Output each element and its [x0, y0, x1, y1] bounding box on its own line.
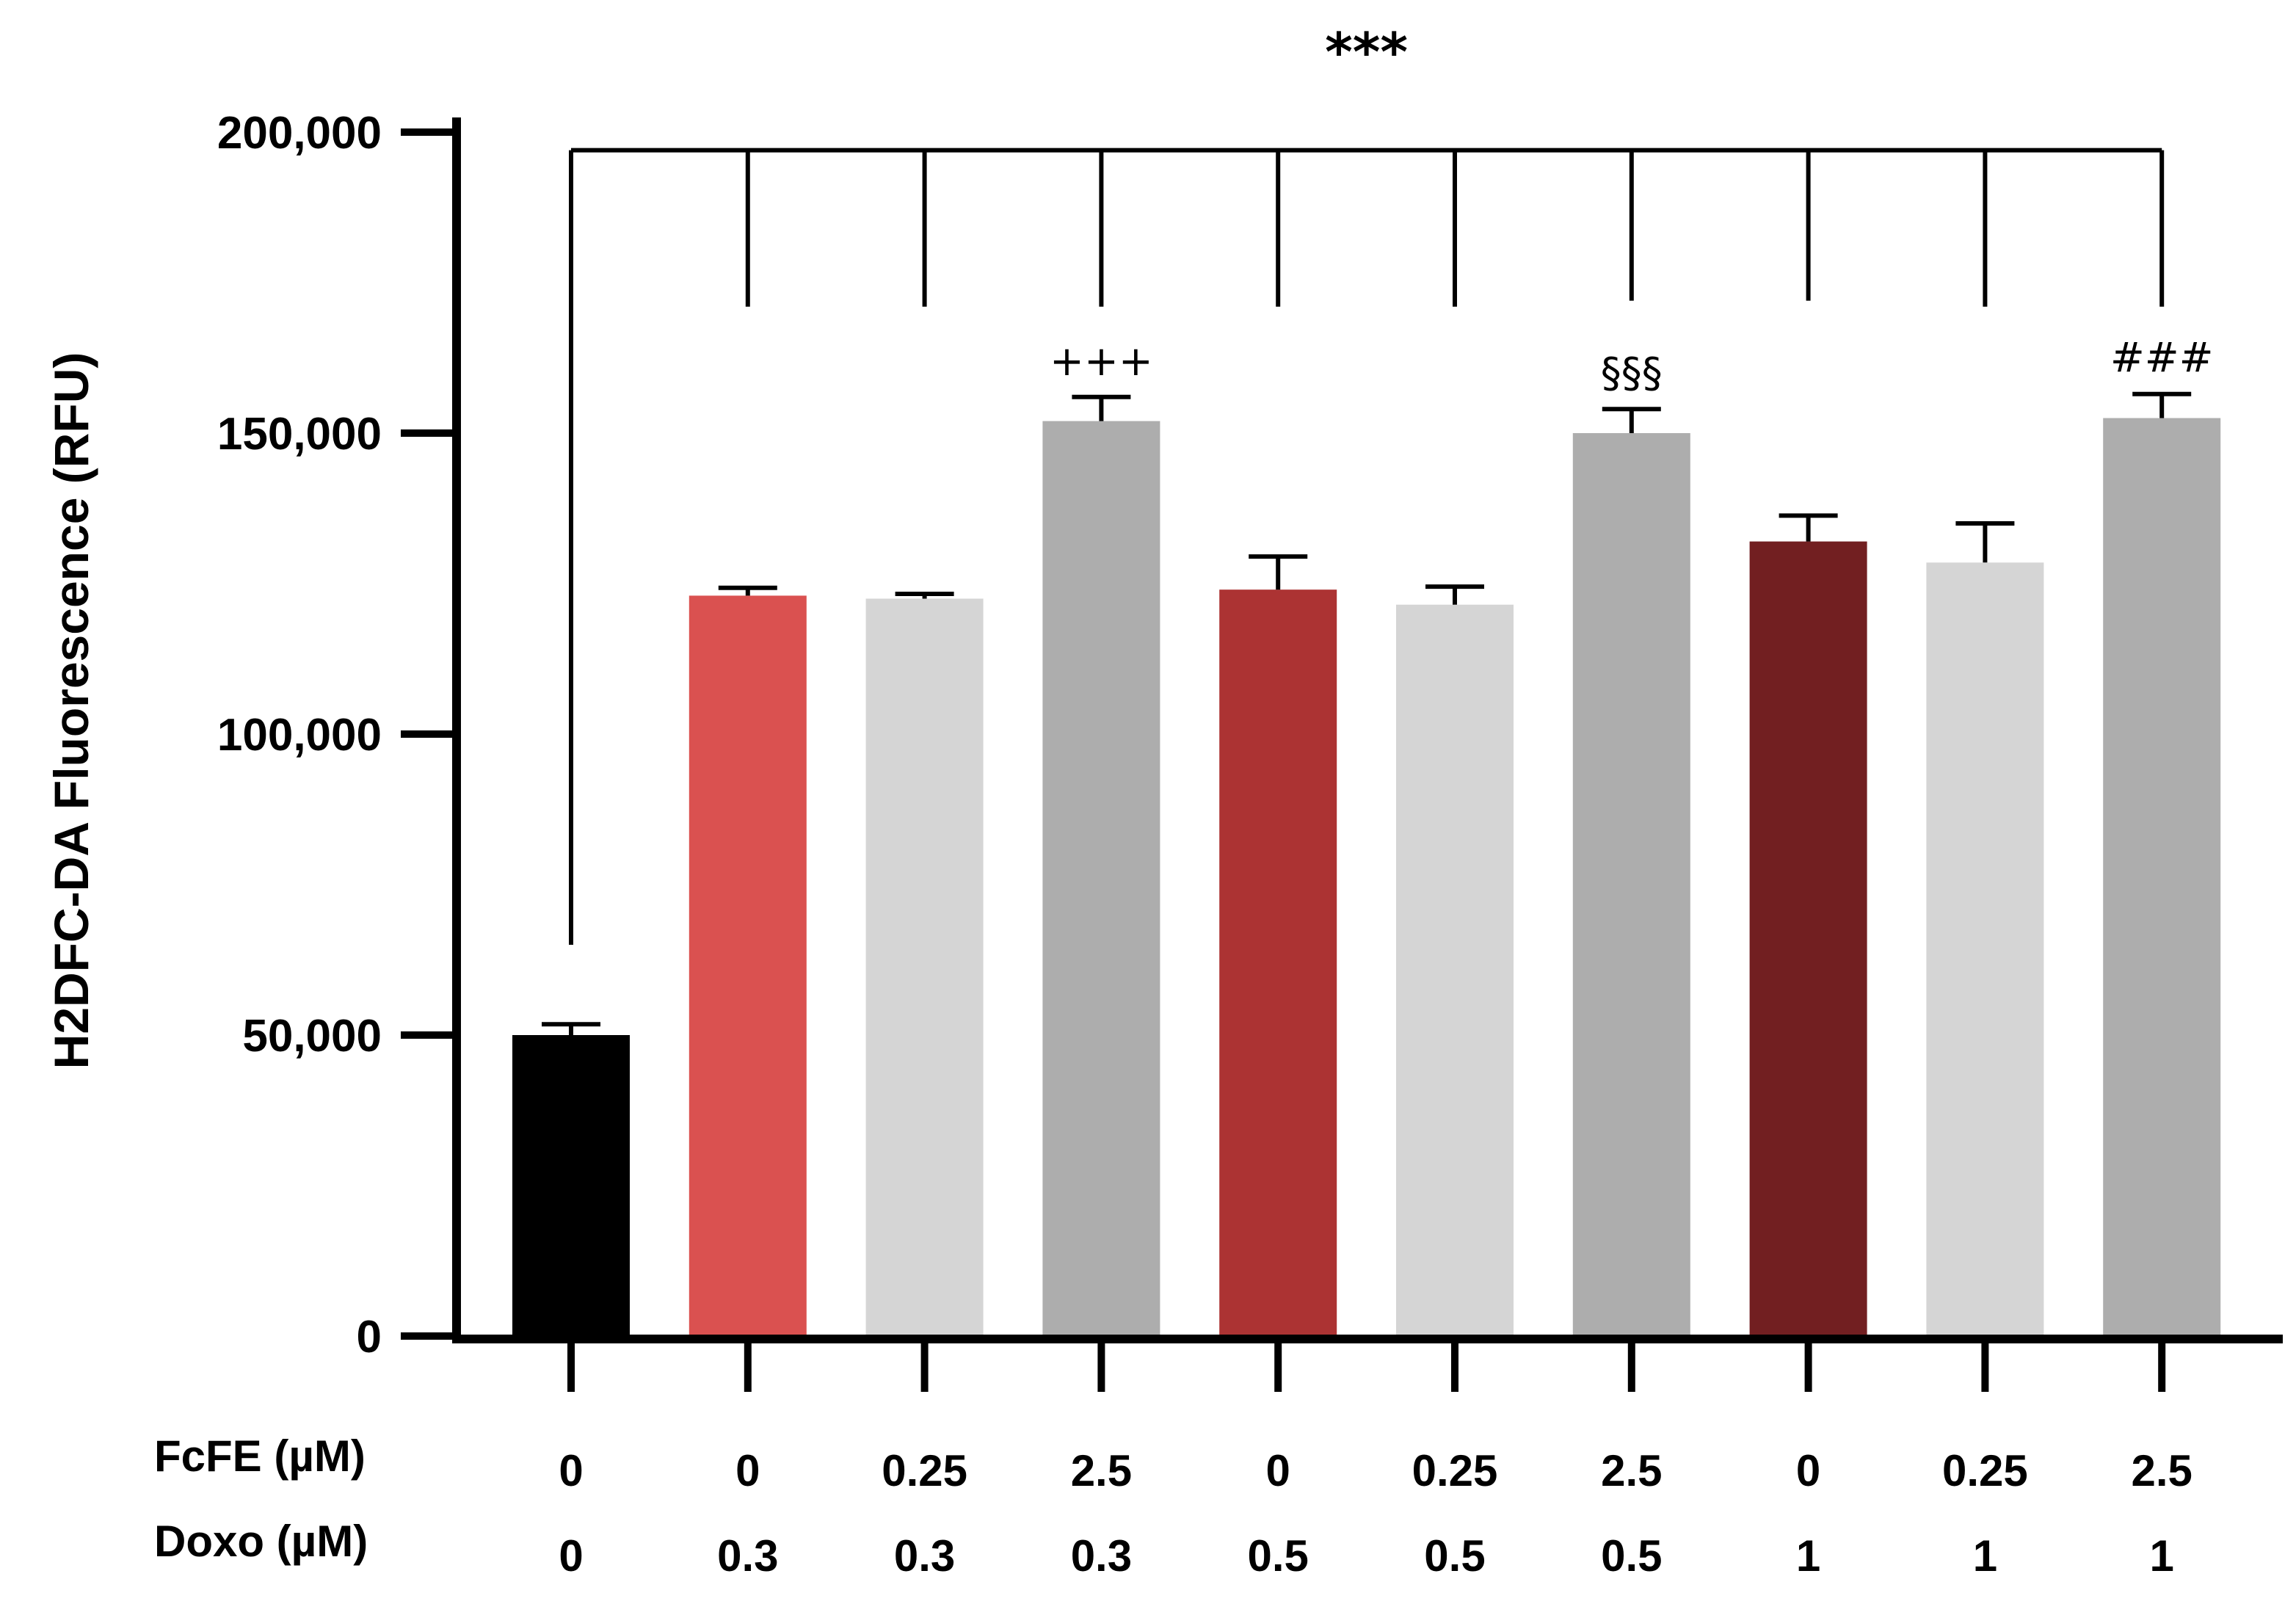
- bar-mark-6: §§§: [1601, 349, 1663, 397]
- fcfe-label-4: 0: [1266, 1446, 1290, 1495]
- doxo-label-7: 1: [1796, 1531, 1820, 1581]
- doxo-label-1: 0.3: [717, 1531, 778, 1581]
- fcfe-label-3: 2.5: [1071, 1446, 1132, 1495]
- bar-2: [865, 598, 984, 1336]
- significance-top-label: ***: [1325, 21, 1408, 83]
- fcfe-label-5: 0.25: [1412, 1446, 1498, 1495]
- y-ticks-group: 0 50,000 100,000 150,000 200,000: [217, 108, 457, 1362]
- doxo-label-0: 0: [559, 1531, 583, 1581]
- y-axis-label: H2DFC-DA Fluorescence (RFU): [44, 352, 98, 1070]
- y-tick-label-3: 150,000: [217, 409, 382, 460]
- bars-group: [512, 418, 2221, 1336]
- bar-3: [1042, 421, 1160, 1336]
- significance-marks: +++ §§§ ###: [1050, 335, 2214, 398]
- fcfe-label-2: 0.25: [882, 1446, 967, 1495]
- bar-1: [689, 595, 807, 1336]
- fcfe-row-label: FcFE (µM): [154, 1431, 366, 1481]
- error-bars-group: [542, 391, 2192, 1035]
- doxo-label-2: 0.3: [894, 1531, 955, 1581]
- doxo-label-9: 1: [2150, 1531, 2174, 1581]
- doxo-row-label: Doxo (µM): [154, 1517, 368, 1566]
- fcfe-label-7: 0: [1796, 1446, 1820, 1495]
- fcfe-label-1: 0: [735, 1446, 760, 1495]
- category-labels-group: FcFE (µM) Doxo (µM) 0 0 0 0.3 0.25 0.3 2.5 0.3 0…: [154, 1431, 2193, 1581]
- doxo-label-8: 1: [1973, 1531, 1997, 1581]
- y-tick-label-1: 50,000: [242, 1011, 382, 1062]
- fcfe-label-6: 2.5: [1601, 1446, 1662, 1495]
- y-axis-label-group: H2DFC-DA Fluorescence (RFU): [44, 352, 98, 1070]
- bar-0: [512, 1035, 630, 1336]
- fcfe-label-8: 0.25: [1942, 1446, 2028, 1495]
- x-ticks-group: [567, 1342, 2166, 1392]
- fcfe-label-9: 2.5: [2131, 1446, 2192, 1495]
- y-tick-label-4: 200,000: [217, 108, 382, 159]
- bar-8: [1926, 562, 2044, 1336]
- doxo-label-5: 0.5: [1424, 1531, 1485, 1581]
- bar-mark-9: ###: [2110, 335, 2214, 382]
- y-tick-label-0: 0: [357, 1312, 382, 1362]
- bar-mark-3: +++: [1050, 338, 1153, 385]
- doxo-label-4: 0.5: [1247, 1531, 1308, 1581]
- doxo-label-3: 0.3: [1071, 1531, 1132, 1581]
- doxo-label-6: 0.5: [1601, 1531, 1662, 1581]
- bar-7: [1749, 541, 1867, 1336]
- bar-5: [1396, 604, 1514, 1336]
- bar-4: [1219, 589, 1337, 1336]
- y-tick-label-2: 100,000: [217, 710, 382, 761]
- significance-brackets: ***: [569, 21, 2165, 945]
- fcfe-label-0: 0: [559, 1446, 583, 1495]
- bar-9: [2103, 418, 2221, 1336]
- bar-6: [1572, 433, 1690, 1336]
